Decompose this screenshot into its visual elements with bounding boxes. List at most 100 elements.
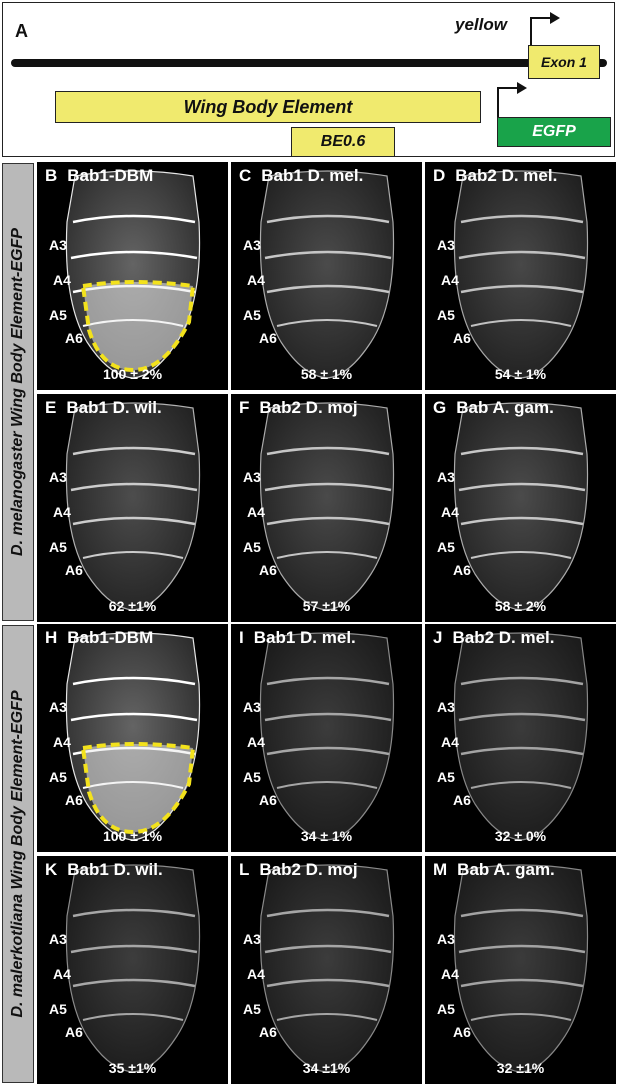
panel-construct-label: Bab1-DBM [67,628,154,647]
segment-label-a4: A4 [247,734,265,750]
segment-label-a5: A5 [243,769,261,785]
expression-percentage: 58 ± 2% [494,598,547,614]
panel-construct-label: Bab1 D. mel. [253,628,356,647]
sidebar-label-malerkotliana: D. malerkotliana Wing Body Element-EGFP [9,690,26,1018]
segment-label-a6: A6 [453,330,471,346]
panel-letter: H [45,628,58,647]
segment-label-a3: A3 [437,469,455,485]
panel-construct-label: Bab2 D. moj [259,860,358,879]
expression-percentage: 100 ± 2% [102,366,163,382]
segment-label-a5: A5 [49,1001,67,1017]
egfp-label: EGFP [532,123,576,140]
chromosome-line [11,59,607,67]
abdomen-panel-d: D Bab2 D. mel. A3 A4 A5 A6 54 ± 1% [425,162,616,390]
segment-label-a5: A5 [49,539,67,555]
panel-letter-a: A [15,21,28,41]
segment-label-a6: A6 [259,330,277,346]
panel-title: E Bab1 D. wil. [45,398,162,418]
panel-letter: D [433,166,446,185]
panel-title: F Bab2 D. moj [239,398,358,418]
segment-label-a3: A3 [437,699,455,715]
exon-1-box: Exon 1 [528,45,600,79]
segment-label-a4: A4 [53,734,71,750]
abdomen-panel-f: F Bab2 D. moj A3 A4 A5 A6 57 ±1% [231,394,422,622]
abdomen-panel-h: H Bab1-DBM A3 A4 A5 A6 100 ± 1% [37,624,228,852]
panel-construct-label: Bab1 D. wil. [67,860,163,879]
segment-label-a5: A5 [437,307,455,323]
segment-label-a4: A4 [247,966,265,982]
segment-label-a6: A6 [259,562,277,578]
egfp-promoter-arrowhead [517,82,527,94]
panel-letter: M [433,860,448,879]
exon-1-label: Exon 1 [541,54,587,70]
segment-label-a5: A5 [49,769,67,785]
abdomen-panel-e: E Bab1 D. wil. A3 A4 A5 A6 62 ±1% [37,394,228,622]
panel-construct-label: Bab2 D. moj [259,398,358,417]
segment-label-a6: A6 [453,1024,471,1040]
segment-label-a5: A5 [49,307,67,323]
segment-label-a4: A4 [441,966,459,982]
segment-label-a4: A4 [247,272,265,288]
segment-label-a4: A4 [247,504,265,520]
segment-label-a3: A3 [437,237,455,253]
panel-title: H Bab1-DBM [45,628,153,648]
segment-label-a5: A5 [437,1001,455,1017]
panel-title: J Bab2 D. mel. [433,628,555,648]
segment-label-a6: A6 [259,1024,277,1040]
segment-label-a3: A3 [243,699,261,715]
sidebar-label-melanogaster: D. melanogaster Wing Body Element-EGFP [9,228,26,556]
expression-percentage: 62 ±1% [108,598,157,614]
segment-label-a3: A3 [49,931,67,947]
panel-letter: J [433,628,443,647]
panel-letter: K [45,860,58,879]
expression-percentage: 57 ±1% [302,598,351,614]
panel-title: I Bab1 D. mel. [239,628,356,648]
abdomen-image [65,632,201,841]
abdomen-image [65,402,201,611]
panel-title: D Bab2 D. mel. [433,166,557,186]
expression-percentage: 32 ± 0% [494,828,547,844]
panel-letter: L [239,860,250,879]
panel-construct-label: Bab1 D. mel. [261,166,364,185]
expression-percentage: 34 ± 1% [300,828,353,844]
segment-label-a3: A3 [49,699,67,715]
panel-title: K Bab1 D. wil. [45,860,163,880]
expression-percentage: 54 ± 1% [494,366,547,382]
panel-title: M Bab A. gam. [433,860,555,880]
segment-label-a4: A4 [441,272,459,288]
panel-a-gene-diagram: A yellow Exon 1 Wing Body Element BE0.6 … [2,2,615,157]
panel-title: C Bab1 D. mel. [239,166,363,186]
yellow-promoter-bar [530,17,552,19]
segment-label-a3: A3 [437,931,455,947]
expression-percentage: 34 ±1% [302,1060,351,1076]
segment-label-a4: A4 [53,966,71,982]
segment-label-a6: A6 [65,562,83,578]
panel-letter: G [433,398,447,417]
abdomen-image [259,170,395,379]
egfp-promoter-bar [497,87,519,89]
expression-percentage: 100 ± 1% [102,828,163,844]
abdomen-image [453,402,589,611]
panel-construct-label: Bab2 D. mel. [455,166,558,185]
expression-percentage: 58 ± 1% [300,366,353,382]
segment-label-a6: A6 [65,792,83,808]
segment-label-a6: A6 [65,330,83,346]
be06-label: BE0.6 [320,133,366,150]
segment-label-a4: A4 [441,504,459,520]
panel-letter: E [45,398,57,417]
egfp-box: EGFP [497,117,611,147]
abdomen-panel-c: C Bab1 D. mel. A3 A4 A5 A6 58 ± 1% [231,162,422,390]
segment-label-a3: A3 [243,469,261,485]
be06-box: BE0.6 [291,127,395,157]
panel-letter: B [45,166,58,185]
segment-label-a5: A5 [437,769,455,785]
segment-label-a3: A3 [49,469,67,485]
abdomen-image [453,170,589,379]
panel-letter: C [239,166,252,185]
segment-label-a3: A3 [243,237,261,253]
expression-percentage: 32 ±1% [496,1060,545,1076]
abdomen-panel-l: L Bab2 D. moj A3 A4 A5 A6 34 ±1% [231,856,422,1084]
abdomen-image-grid: B Bab1-DBM A3 A4 A5 A6 100 ± 2% C Bab1 D. mel. A3… [37,162,616,1085]
segment-label-a6: A6 [453,562,471,578]
abdomen-panel-m: M Bab A. gam. A3 A4 A5 A6 32 ±1% [425,856,616,1084]
